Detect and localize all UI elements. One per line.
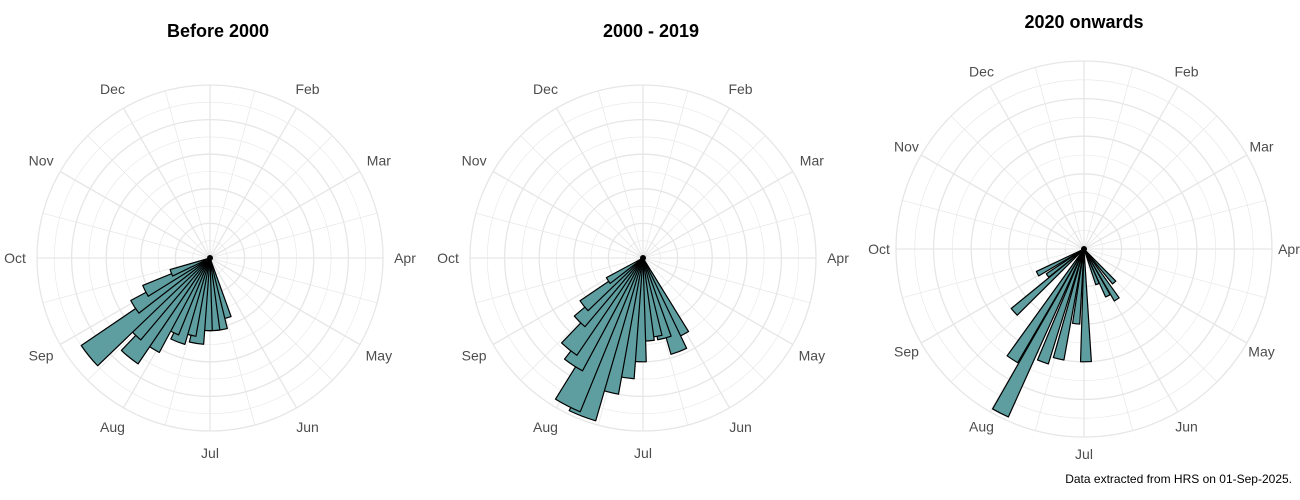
month-label-dec: Dec [533, 81, 558, 97]
polar-bar-14 [605, 257, 644, 285]
grid-ring-minor [486, 102, 799, 414]
center-hub [1081, 246, 1087, 252]
month-label-may: May [1248, 344, 1274, 360]
polar-bar-13 [142, 257, 211, 297]
month-label-may: May [799, 348, 825, 364]
grid-ring [36, 84, 384, 432]
grid-ring [70, 118, 350, 398]
polar-bar-3 [1083, 248, 1100, 286]
month-label-mar: Mar [800, 153, 824, 169]
grid-ring [105, 153, 315, 363]
grid-ring [932, 97, 1236, 401]
month-label-apr: Apr [1278, 241, 1300, 257]
polar-bar-2 [1083, 248, 1111, 298]
month-label-feb: Feb [1174, 63, 1198, 79]
polar-bar-12 [130, 257, 211, 314]
month-label-jul: Jul [634, 445, 652, 461]
month-label-oct: Oct [868, 241, 890, 257]
grid-ring-minor [521, 136, 765, 380]
month-label-aug: Aug [100, 419, 125, 435]
polar-chart-2: Feb Mar Apr May Jun Jul Aug Sep Oct Nov Dec [868, 60, 1300, 462]
polar-bar-8 [991, 248, 1085, 418]
month-label-aug: Aug [969, 419, 994, 435]
month-label-nov: Nov [894, 139, 919, 155]
polar-bar-13 [579, 257, 644, 312]
month-label-dec: Dec [969, 63, 994, 79]
grid-ring [503, 118, 783, 398]
month-label-jun: Jun [1175, 419, 1198, 435]
polar-chart-0: Feb Mar Apr May Jun Jul Aug Sep Oct Nov Dec [4, 81, 416, 461]
month-label-may: May [366, 348, 392, 364]
grid-ring-minor [88, 136, 332, 380]
month-label-dec: Dec [100, 81, 125, 97]
month-label-mar: Mar [367, 153, 391, 169]
grid-ring-minor [952, 117, 1216, 381]
month-label-oct: Oct [437, 250, 459, 266]
polar-bar-9 [1006, 248, 1085, 364]
polar-chart-1: Feb Mar Apr May Jun Jul Aug Sep Oct Nov Dec [437, 81, 849, 461]
grid-ring-minor [123, 171, 297, 345]
chart-title-2000-2019: 2000 - 2019 [602, 21, 700, 41]
month-label-jun: Jun [729, 419, 752, 435]
chart-title-2020-onwards: 2020 onwards [1024, 12, 1144, 32]
grid-ring-minor [54, 102, 366, 414]
polar-bar-0 [1083, 248, 1117, 285]
data-source-caption: Data extracted from HRS on 01-Sep-2025. [1065, 472, 1292, 486]
month-label-oct: Oct [4, 250, 26, 266]
grid-ring-minor [914, 79, 1254, 419]
grid-ring [895, 60, 1273, 438]
month-label-sep: Sep [894, 344, 919, 360]
polar-bar-10 [1010, 248, 1085, 316]
month-label-jun: Jun [296, 419, 319, 435]
month-label-apr: Apr [394, 250, 416, 266]
polar-bar-14 [169, 257, 211, 277]
month-label-jul: Jul [201, 445, 219, 461]
polar-bar-4 [1079, 248, 1092, 363]
chart-title-before-2000: Before 2000 [166, 21, 270, 41]
center-hub [640, 255, 646, 261]
month-label-feb: Feb [295, 81, 319, 97]
month-label-aug: Aug [533, 419, 558, 435]
polar-bar-11 [80, 257, 211, 367]
month-label-nov: Nov [462, 153, 487, 169]
month-label-mar: Mar [1249, 139, 1273, 155]
polar-bar-7 [1036, 248, 1085, 365]
month-label-sep: Sep [462, 348, 487, 364]
month-label-feb: Feb [728, 81, 752, 97]
month-label-jul: Jul [1075, 446, 1093, 462]
grid-ring [469, 84, 817, 432]
polar-bar-6 [1052, 248, 1085, 361]
center-hub [207, 255, 213, 261]
polar-bar-2 [642, 257, 672, 341]
month-label-nov: Nov [29, 153, 54, 169]
month-label-sep: Sep [29, 348, 54, 364]
polar-bar-12 [1035, 248, 1085, 277]
polar-bar-1 [642, 257, 688, 355]
polar-bar-1 [1083, 248, 1120, 302]
month-label-apr: Apr [827, 250, 849, 266]
polar-bar-11 [1045, 248, 1085, 278]
